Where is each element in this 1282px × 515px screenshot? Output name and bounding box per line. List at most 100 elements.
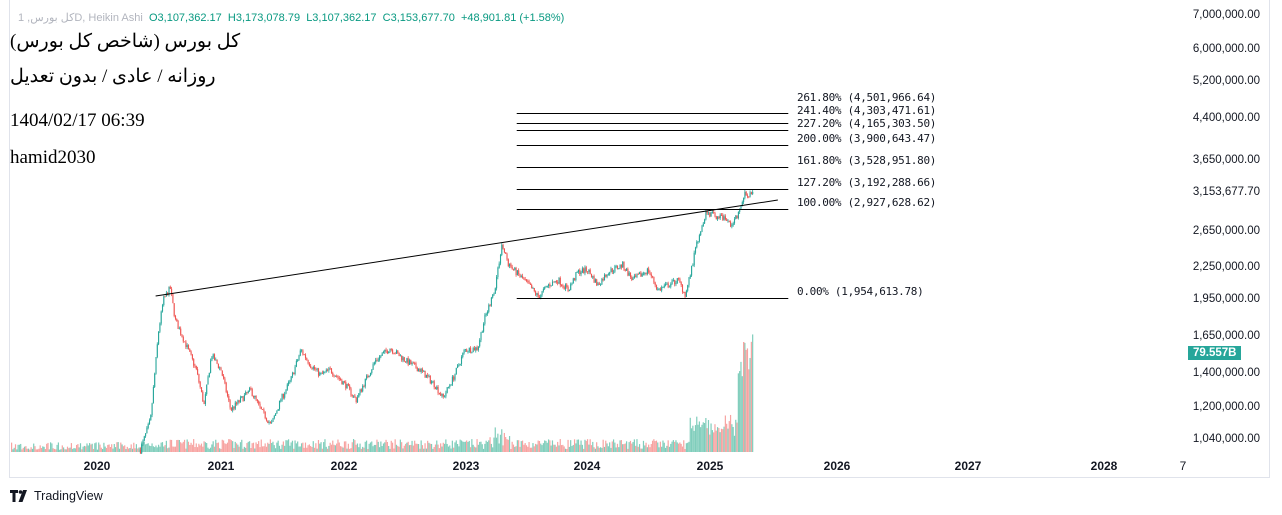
candle-body — [717, 216, 719, 220]
volume-bar — [693, 430, 695, 452]
candle-body — [329, 368, 331, 370]
volume-bar — [326, 448, 329, 452]
volume-bar — [367, 448, 369, 452]
candle-body — [597, 283, 599, 286]
volume-bar — [30, 447, 32, 452]
candle-body — [340, 378, 342, 381]
volume-bar — [646, 447, 648, 452]
volume-bar — [152, 446, 154, 452]
volume-bar — [338, 442, 340, 452]
candle-body — [367, 375, 369, 378]
volume-bar — [260, 439, 262, 452]
candle-body — [648, 268, 650, 273]
candle-body — [740, 206, 742, 209]
candle-body — [267, 420, 269, 423]
candle-body — [393, 353, 395, 354]
volume-bar — [382, 443, 385, 452]
volume-bar — [129, 448, 131, 452]
volume-bar — [502, 445, 504, 452]
volume-bar — [38, 448, 40, 452]
volume-bar — [294, 440, 296, 452]
volume-bar — [719, 432, 721, 452]
volume-bar — [398, 446, 400, 452]
candle-body — [718, 216, 720, 219]
candle-body — [698, 235, 700, 242]
candle-body — [388, 352, 390, 354]
volume-bar — [14, 444, 17, 452]
candle-body — [321, 372, 323, 374]
volume-bar — [447, 446, 450, 452]
candle-body — [372, 364, 374, 370]
volume-bar — [198, 443, 200, 452]
candle-body — [432, 381, 434, 383]
volume-bar — [274, 448, 277, 452]
volume-bar — [508, 436, 511, 452]
time-tick: 2025 — [696, 459, 724, 473]
volume-bar — [735, 419, 737, 452]
candle-body — [653, 276, 655, 283]
candle-body — [511, 266, 513, 269]
candle-body — [635, 275, 637, 277]
candle-body — [380, 355, 382, 357]
candle-body — [493, 293, 495, 295]
price-tick: 2,250,000.00 — [1192, 261, 1260, 274]
candle-body — [434, 387, 437, 390]
volume-bar — [480, 441, 482, 452]
volume-bar — [459, 439, 461, 452]
volume-bar — [242, 448, 244, 452]
candle-body — [299, 350, 301, 356]
candle-body — [736, 215, 738, 219]
volume-bar — [729, 414, 732, 452]
candle-body — [229, 400, 231, 408]
tradingview-logo[interactable]: TradingView — [10, 489, 103, 503]
volume-bar — [622, 444, 624, 452]
candle-body — [198, 374, 200, 383]
candle-body — [320, 372, 322, 374]
volume-bar — [368, 443, 370, 452]
volume-bar — [463, 441, 465, 452]
candle-body — [446, 387, 448, 393]
volume-bar — [72, 448, 74, 452]
candle-body — [206, 384, 208, 395]
volume-bar — [186, 439, 188, 452]
candle-body — [258, 401, 260, 404]
candle-body — [687, 285, 689, 291]
candle-body — [566, 284, 568, 288]
candle-body — [502, 244, 504, 249]
candle-body — [336, 375, 338, 377]
volume-bar — [611, 441, 613, 452]
candle-body — [294, 366, 296, 375]
candle-body — [507, 259, 509, 267]
candle-body — [328, 368, 330, 371]
volume-bar — [380, 441, 382, 452]
volume-bar — [363, 447, 365, 452]
note-subtitle: روزانه / عادی / بدون تعدیل — [10, 66, 216, 87]
volume-bar — [351, 442, 353, 452]
volume-bar — [200, 443, 203, 452]
trendline[interactable] — [155, 199, 778, 297]
volume-bar — [631, 443, 633, 452]
candle-body — [594, 279, 596, 283]
volume-bar — [711, 430, 713, 452]
volume-bar — [411, 440, 413, 452]
volume-bar — [65, 449, 67, 452]
volume-bar — [155, 445, 157, 452]
volume-bar — [308, 444, 310, 452]
volume-bar — [213, 446, 216, 452]
candle-body — [457, 365, 459, 368]
volume-bar — [70, 443, 72, 452]
volume-bar — [167, 448, 169, 452]
volume-bar — [34, 446, 36, 452]
candle-body — [737, 211, 739, 219]
symbol-label: کل بورس, 1D, Heikin Ashi — [18, 12, 143, 24]
volume-bar — [263, 446, 265, 452]
volume-bar — [585, 440, 587, 452]
volume-bar — [207, 447, 209, 452]
candle-body — [342, 381, 344, 385]
volume-bar — [289, 445, 291, 452]
volume-bar — [261, 446, 264, 452]
candle-body — [324, 371, 326, 373]
volume-bar — [697, 424, 699, 452]
candle-body — [356, 397, 359, 403]
